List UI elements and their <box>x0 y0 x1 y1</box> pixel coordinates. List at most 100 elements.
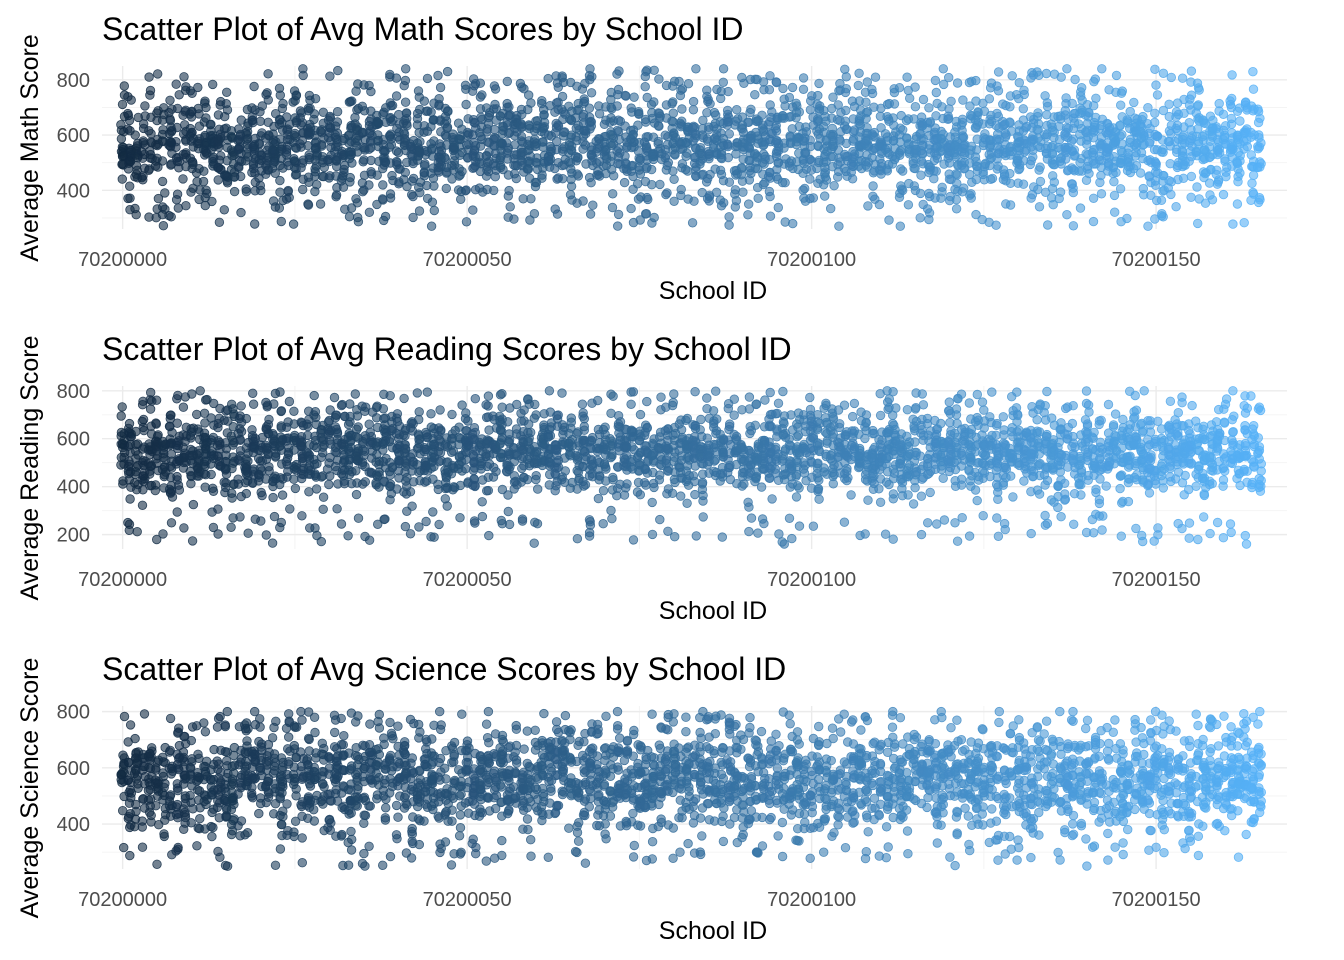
data-point <box>1218 189 1229 200</box>
data-point <box>125 494 135 504</box>
data-point <box>1005 168 1015 179</box>
data-point <box>468 205 478 215</box>
data-point <box>1115 100 1126 110</box>
data-point <box>1067 98 1077 109</box>
data-point <box>172 122 182 133</box>
data-point <box>145 466 155 476</box>
data-point <box>626 425 637 435</box>
data-point <box>655 179 665 190</box>
data-point <box>512 399 522 410</box>
data-point <box>531 410 541 420</box>
data-point <box>1192 218 1203 229</box>
data-point <box>647 497 657 508</box>
data-point <box>1232 106 1243 117</box>
data-point <box>924 208 935 218</box>
data-point <box>725 419 735 429</box>
data-point <box>613 411 624 421</box>
data-point <box>274 203 285 213</box>
data-point <box>841 72 852 82</box>
data-point <box>482 486 492 496</box>
data-point <box>1205 190 1215 200</box>
data-point <box>915 129 925 139</box>
data-point <box>1225 147 1236 157</box>
data-point <box>792 481 803 491</box>
data-point <box>724 212 734 222</box>
data-point <box>1005 200 1016 210</box>
data-point <box>1186 192 1196 203</box>
data-point <box>278 98 288 109</box>
data-point <box>178 174 188 184</box>
data-point <box>454 164 464 174</box>
data-point <box>1081 139 1092 150</box>
data-point <box>565 189 576 200</box>
data-point <box>460 80 471 91</box>
data-point <box>309 114 319 125</box>
data-point <box>821 175 832 185</box>
data-point <box>276 517 287 528</box>
data-point <box>1228 219 1238 229</box>
data-point <box>915 213 925 223</box>
data-point <box>1049 177 1060 187</box>
data-point <box>944 104 954 114</box>
points <box>116 64 1266 231</box>
data-point <box>605 434 615 444</box>
data-point <box>221 87 232 98</box>
data-point <box>1247 178 1257 189</box>
data-point <box>235 512 245 522</box>
data-point <box>868 191 878 202</box>
data-point <box>814 78 824 89</box>
data-point <box>606 505 616 516</box>
data-point <box>655 514 665 525</box>
data-point <box>530 181 541 192</box>
data-point <box>137 400 148 410</box>
data-point <box>117 174 128 184</box>
data-point <box>971 75 981 86</box>
data-point <box>750 420 761 431</box>
data-point <box>378 180 388 190</box>
data-point <box>401 108 412 118</box>
data-point <box>608 189 618 199</box>
data-point <box>269 399 279 409</box>
data-point <box>1192 182 1202 192</box>
data-point <box>282 453 293 464</box>
data-point <box>1019 85 1029 96</box>
data-point <box>285 504 295 514</box>
data-point <box>207 196 217 207</box>
data-point <box>408 212 418 223</box>
data-point <box>288 219 299 229</box>
data-point <box>1135 168 1146 178</box>
data-point <box>160 188 170 198</box>
data-point <box>1026 155 1036 166</box>
data-point <box>668 108 679 118</box>
data-point <box>1151 80 1161 90</box>
data-point <box>791 98 801 109</box>
data-point <box>255 116 266 127</box>
data-point <box>1226 119 1237 129</box>
data-point <box>682 498 692 509</box>
data-point <box>691 64 701 74</box>
data-point <box>715 195 726 205</box>
data-point <box>732 104 742 115</box>
data-point <box>729 410 739 420</box>
data-point <box>269 511 280 522</box>
data-point <box>1073 119 1084 129</box>
data-point <box>179 523 189 533</box>
data-point <box>577 84 588 94</box>
data-point <box>724 129 735 139</box>
data-point <box>805 174 815 184</box>
data-point <box>284 192 294 203</box>
data-point <box>1115 184 1126 194</box>
data-point <box>166 410 176 420</box>
data-point <box>387 100 398 111</box>
data-point <box>1150 158 1161 168</box>
data-point <box>164 128 175 139</box>
data-point <box>511 173 522 184</box>
data-point <box>164 421 175 432</box>
data-point <box>585 74 595 85</box>
data-point <box>612 69 622 79</box>
data-point <box>484 530 494 541</box>
data-point <box>213 504 223 514</box>
data-point <box>456 194 466 205</box>
data-point <box>695 145 705 155</box>
data-point <box>365 427 375 438</box>
